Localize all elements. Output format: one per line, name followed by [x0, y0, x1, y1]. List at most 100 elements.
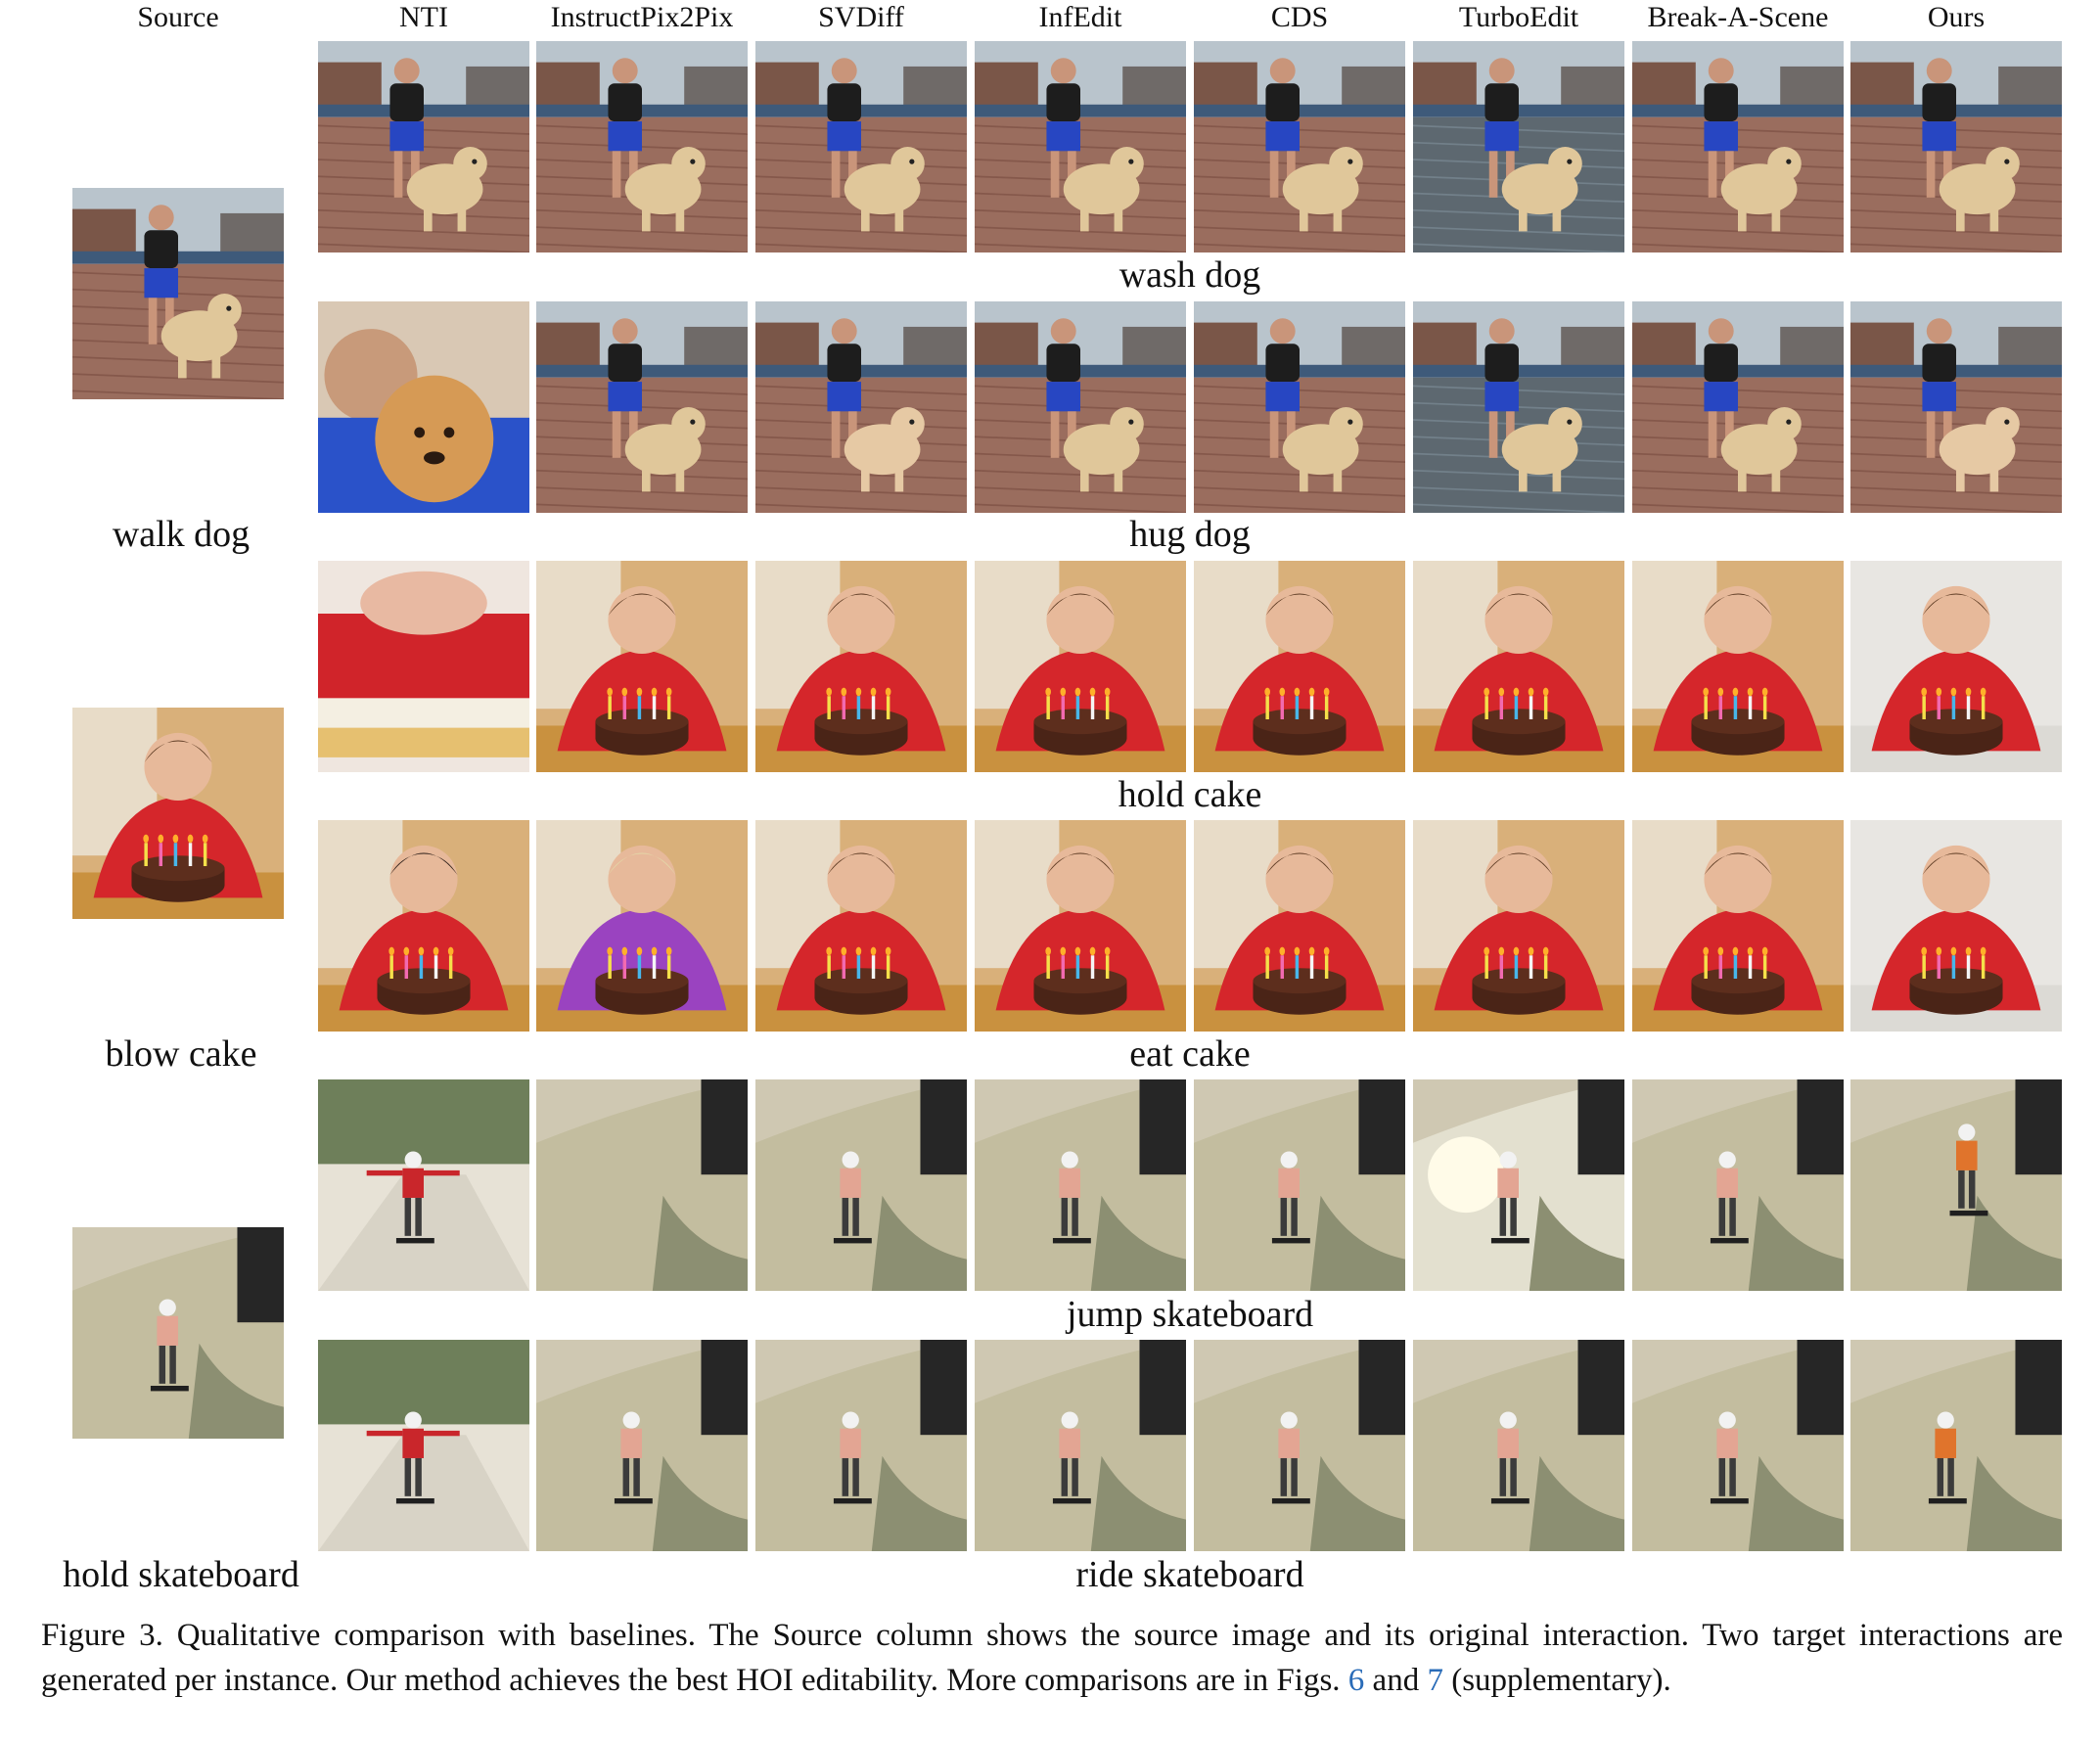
result-image [536, 561, 748, 772]
result-image [1194, 41, 1405, 252]
source-interaction-label: hold skateboard [63, 1554, 299, 1595]
result-image [1850, 41, 2062, 252]
result-image [536, 1340, 748, 1551]
result-image [975, 41, 1186, 252]
result-image [755, 1340, 967, 1551]
result-image [1194, 301, 1405, 513]
result-photo [1413, 41, 1624, 252]
result-photo [1850, 561, 2062, 772]
result-image [755, 820, 967, 1032]
column-header-method: Ours [1927, 1, 1986, 33]
target-interaction-label: wash dog [1118, 254, 1261, 296]
source-photo [72, 1227, 284, 1439]
column-header-method: CDS [1270, 1, 1329, 33]
source-interaction-label: blow cake [105, 1033, 257, 1075]
result-image [1194, 1340, 1405, 1551]
result-image [975, 1079, 1186, 1291]
target-interaction-label: hug dog [1129, 514, 1251, 555]
result-image [975, 301, 1186, 513]
column-header-method: NTI [399, 1, 448, 33]
result-image [318, 561, 529, 772]
result-photo [1850, 1340, 2062, 1551]
result-photo [975, 1079, 1186, 1291]
result-photo [318, 820, 529, 1032]
column-header-method: InfEdit [1038, 1, 1122, 33]
result-photo [975, 820, 1186, 1032]
result-photo [318, 1340, 529, 1551]
result-photo [1850, 1079, 2062, 1291]
target-interaction-label: ride skateboard [1075, 1554, 1304, 1595]
column-header-method: Break-A-Scene [1647, 1, 1829, 33]
source-image [72, 188, 284, 399]
result-image [1632, 301, 1844, 513]
target-interaction-label: hold cake [1118, 774, 1262, 815]
result-photo [755, 1340, 967, 1551]
result-image [318, 1340, 529, 1551]
result-photo [1632, 561, 1844, 772]
result-photo [536, 561, 748, 772]
result-image [1194, 561, 1405, 772]
result-image [318, 41, 529, 252]
result-photo [755, 41, 967, 252]
result-photo [536, 301, 748, 513]
result-image [1850, 1079, 2062, 1291]
result-photo [755, 561, 967, 772]
source-photo [72, 708, 284, 919]
result-image [755, 301, 967, 513]
result-photo [318, 41, 529, 252]
result-photo [1194, 41, 1405, 252]
target-interaction-label: jump skateboard [1066, 1294, 1314, 1335]
result-image [1413, 1079, 1624, 1291]
target-interaction-label: eat cake [1129, 1033, 1251, 1075]
result-image [1413, 561, 1624, 772]
column-header-source: Source [137, 1, 219, 33]
result-photo [975, 301, 1186, 513]
result-image [318, 820, 529, 1032]
source-image [72, 1227, 284, 1439]
result-photo [536, 1079, 748, 1291]
result-photo [755, 301, 967, 513]
result-image [536, 1079, 748, 1291]
result-image [1413, 41, 1624, 252]
result-image [536, 820, 748, 1032]
figure-ref-link[interactable]: 6 [1347, 1663, 1365, 1698]
result-image [975, 820, 1186, 1032]
column-header-method: SVDiff [818, 1, 904, 33]
result-photo [1413, 1340, 1624, 1551]
result-photo [975, 41, 1186, 252]
result-image [318, 1079, 529, 1291]
result-photo [1194, 1079, 1405, 1291]
result-photo [1850, 820, 2062, 1032]
figure-ref-link[interactable]: 7 [1427, 1663, 1443, 1698]
result-photo [1194, 561, 1405, 772]
caption-text: Figure 3. Qualitative comparison with ba… [41, 1618, 2063, 1698]
figure-caption: Figure 3. Qualitative comparison with ba… [41, 1613, 2063, 1703]
result-photo [318, 1079, 529, 1291]
result-photo [536, 1340, 748, 1551]
result-image [1850, 1340, 2062, 1551]
result-photo [1632, 41, 1844, 252]
result-photo [1632, 301, 1844, 513]
result-image [1632, 561, 1844, 772]
result-photo [1413, 301, 1624, 513]
result-photo [1413, 820, 1624, 1032]
result-photo [1413, 1079, 1624, 1291]
result-photo [755, 820, 967, 1032]
result-photo [1632, 820, 1844, 1032]
result-image [755, 561, 967, 772]
source-image [72, 708, 284, 919]
result-photo [1194, 820, 1405, 1032]
result-image [755, 1079, 967, 1291]
result-photo [975, 1340, 1186, 1551]
result-image [1850, 820, 2062, 1032]
column-header-method: TurboEdit [1458, 1, 1579, 33]
result-image [1632, 820, 1844, 1032]
column-header-method: InstructPix2Pix [550, 1, 734, 33]
result-image [1850, 561, 2062, 772]
result-photo [1632, 1340, 1844, 1551]
result-image [1632, 41, 1844, 252]
result-image [975, 1340, 1186, 1551]
result-image [1194, 820, 1405, 1032]
result-image [318, 301, 529, 513]
